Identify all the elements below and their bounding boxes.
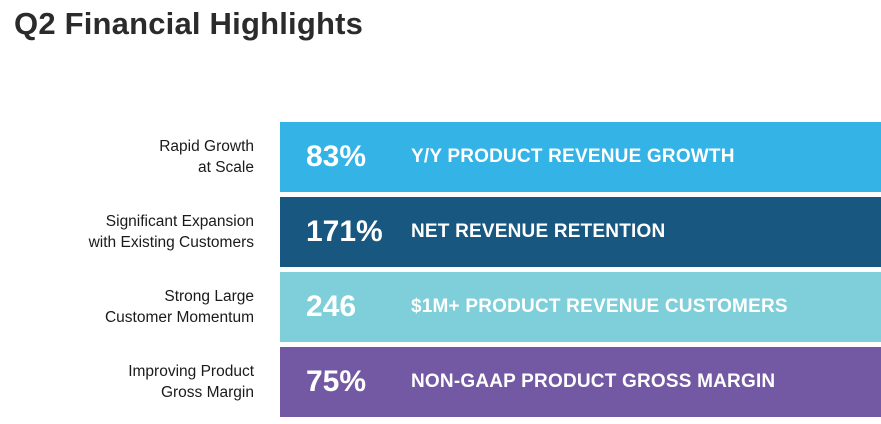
highlight-row-large-customers: Strong Large Customer Momentum 246 $1M+ … — [0, 272, 881, 342]
row-label-line1: Rapid Growth — [159, 138, 254, 155]
row-label-line1: Improving Product — [128, 363, 254, 380]
row-label: Improving Product Gross Margin — [0, 361, 254, 403]
row-label-line2: Customer Momentum — [104, 309, 254, 326]
metric-value: 246 — [306, 290, 357, 323]
metric-value: 171% — [306, 215, 383, 248]
page-title: Q2 Financial Highlights — [14, 6, 364, 41]
row-label-line2: with Existing Customers — [88, 234, 254, 251]
metric-value: 75% — [306, 365, 367, 398]
highlight-row-gross-margin: Improving Product Gross Margin 75% NON-G… — [0, 347, 881, 417]
metric-band: 83% Y/Y PRODUCT REVENUE GROWTH — [280, 122, 881, 192]
row-label-line1: Significant Expansion — [105, 213, 254, 230]
row-label-line2: Gross Margin — [160, 384, 254, 401]
highlight-row-revenue-growth: Rapid Growth at Scale 83% Y/Y PRODUCT RE… — [0, 122, 881, 192]
metric-description: NET REVENUE RETENTION — [411, 221, 666, 242]
row-label: Rapid Growth at Scale — [0, 136, 254, 178]
row-label-line2: at Scale — [197, 159, 254, 176]
row-label: Significant Expansion with Existing Cust… — [0, 211, 254, 253]
highlights-list: Rapid Growth at Scale 83% Y/Y PRODUCT RE… — [0, 122, 881, 422]
row-label: Strong Large Customer Momentum — [0, 286, 254, 328]
row-label-line1: Strong Large — [164, 288, 254, 305]
metric-band: 246 $1M+ PRODUCT REVENUE CUSTOMERS — [280, 272, 881, 342]
metric-description: Y/Y PRODUCT REVENUE GROWTH — [411, 146, 735, 167]
metric-band: 75% NON-GAAP PRODUCT GROSS MARGIN — [280, 347, 881, 417]
metric-description: NON-GAAP PRODUCT GROSS MARGIN — [411, 371, 776, 392]
metric-description: $1M+ PRODUCT REVENUE CUSTOMERS — [411, 296, 788, 317]
metric-band: 171% NET REVENUE RETENTION — [280, 197, 881, 267]
metric-value: 83% — [306, 140, 367, 173]
highlight-row-net-retention: Significant Expansion with Existing Cust… — [0, 197, 881, 267]
